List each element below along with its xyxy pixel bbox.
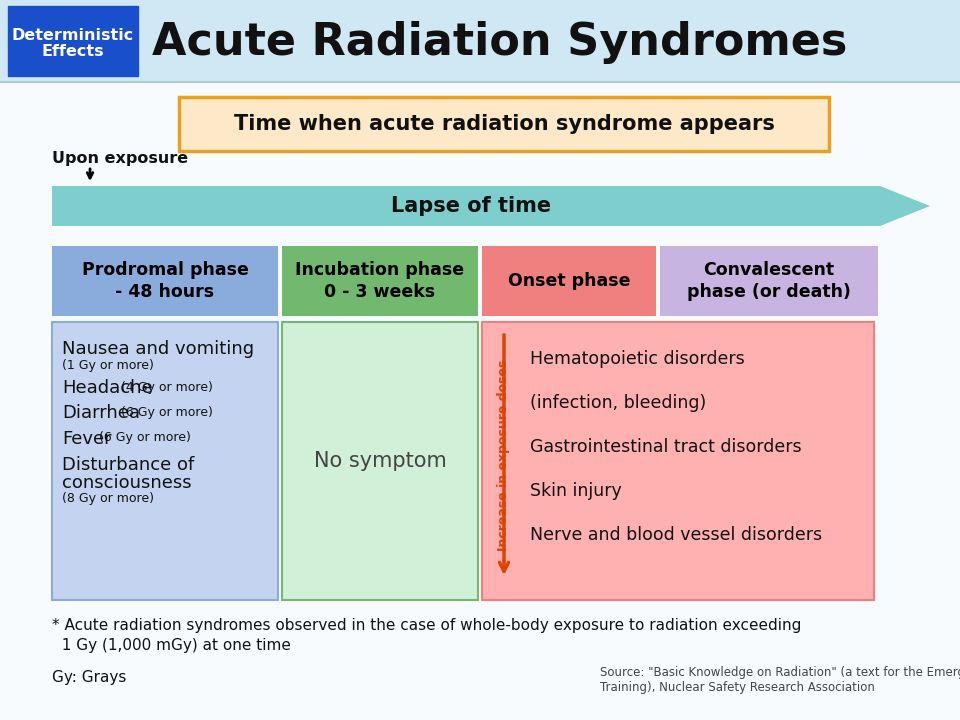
- Text: Upon exposure: Upon exposure: [52, 150, 188, 166]
- Text: Time when acute radiation syndrome appears: Time when acute radiation syndrome appea…: [233, 114, 775, 134]
- Bar: [482, 322, 874, 600]
- Bar: [52, 322, 278, 600]
- Text: Diarrhea: Diarrhea: [62, 405, 140, 423]
- Bar: [8, 6, 138, 76]
- Text: Increase in exposure doses: Increase in exposure doses: [497, 359, 511, 551]
- Text: Nausea and vomiting: Nausea and vomiting: [62, 340, 254, 358]
- Text: Disturbance of: Disturbance of: [62, 456, 194, 474]
- Bar: [0, 82, 960, 720]
- Text: Gy: Grays: Gy: Grays: [52, 670, 127, 685]
- Polygon shape: [52, 186, 930, 226]
- Text: Onset phase: Onset phase: [508, 272, 631, 290]
- Text: No symptom: No symptom: [314, 451, 446, 471]
- Bar: [52, 246, 278, 316]
- Text: (8 Gy or more): (8 Gy or more): [62, 492, 154, 505]
- Text: Acute Radiation Syndromes: Acute Radiation Syndromes: [152, 22, 848, 65]
- Text: Training), Nuclear Safety Research Association: Training), Nuclear Safety Research Assoc…: [600, 681, 875, 694]
- Text: Gastrointestinal tract disorders: Gastrointestinal tract disorders: [530, 438, 802, 456]
- Text: Headache: Headache: [62, 379, 153, 397]
- Text: consciousness: consciousness: [62, 474, 192, 492]
- Bar: [282, 322, 478, 600]
- Text: (4 Gy or more): (4 Gy or more): [121, 380, 213, 394]
- Bar: [282, 246, 478, 316]
- Text: Source: "Basic Knowledge on Radiation" (a text for the Emergency Exposure Medica: Source: "Basic Knowledge on Radiation" (…: [600, 666, 960, 679]
- Text: (6 Gy or more): (6 Gy or more): [121, 406, 213, 419]
- Text: Skin injury: Skin injury: [530, 482, 622, 500]
- Text: Incubation phase
0 - 3 weeks: Incubation phase 0 - 3 weeks: [296, 261, 465, 301]
- Polygon shape: [0, 0, 960, 82]
- Text: Deterministic: Deterministic: [12, 27, 134, 42]
- Bar: [482, 246, 656, 316]
- Text: Prodromal phase
- 48 hours: Prodromal phase - 48 hours: [82, 261, 249, 301]
- Text: Lapse of time: Lapse of time: [391, 196, 551, 216]
- Text: (1 Gy or more): (1 Gy or more): [62, 359, 154, 372]
- FancyBboxPatch shape: [179, 97, 829, 151]
- Text: 1 Gy (1,000 mGy) at one time: 1 Gy (1,000 mGy) at one time: [52, 638, 291, 653]
- Text: Hematopoietic disorders: Hematopoietic disorders: [530, 350, 745, 368]
- Text: Nerve and blood vessel disorders: Nerve and blood vessel disorders: [530, 526, 822, 544]
- Text: * Acute radiation syndromes observed in the case of whole-body exposure to radia: * Acute radiation syndromes observed in …: [52, 618, 802, 633]
- Text: (6 Gy or more): (6 Gy or more): [99, 431, 191, 444]
- Text: Fever: Fever: [62, 430, 111, 448]
- Text: (infection, bleeding): (infection, bleeding): [530, 394, 707, 412]
- Text: Convalescent
phase (or death): Convalescent phase (or death): [687, 261, 851, 301]
- Text: Effects: Effects: [41, 43, 105, 58]
- Bar: [660, 246, 878, 316]
